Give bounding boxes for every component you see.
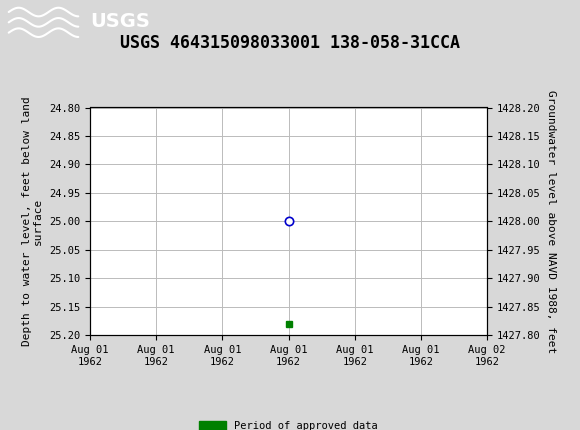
Y-axis label: Groundwater level above NAVD 1988, feet: Groundwater level above NAVD 1988, feet (546, 90, 556, 353)
Text: USGS 464315098033001 138-058-31CCA: USGS 464315098033001 138-058-31CCA (120, 34, 460, 52)
Y-axis label: Depth to water level, feet below land
surface: Depth to water level, feet below land su… (22, 97, 44, 346)
Legend: Period of approved data: Period of approved data (195, 417, 382, 430)
Text: USGS: USGS (90, 12, 150, 31)
